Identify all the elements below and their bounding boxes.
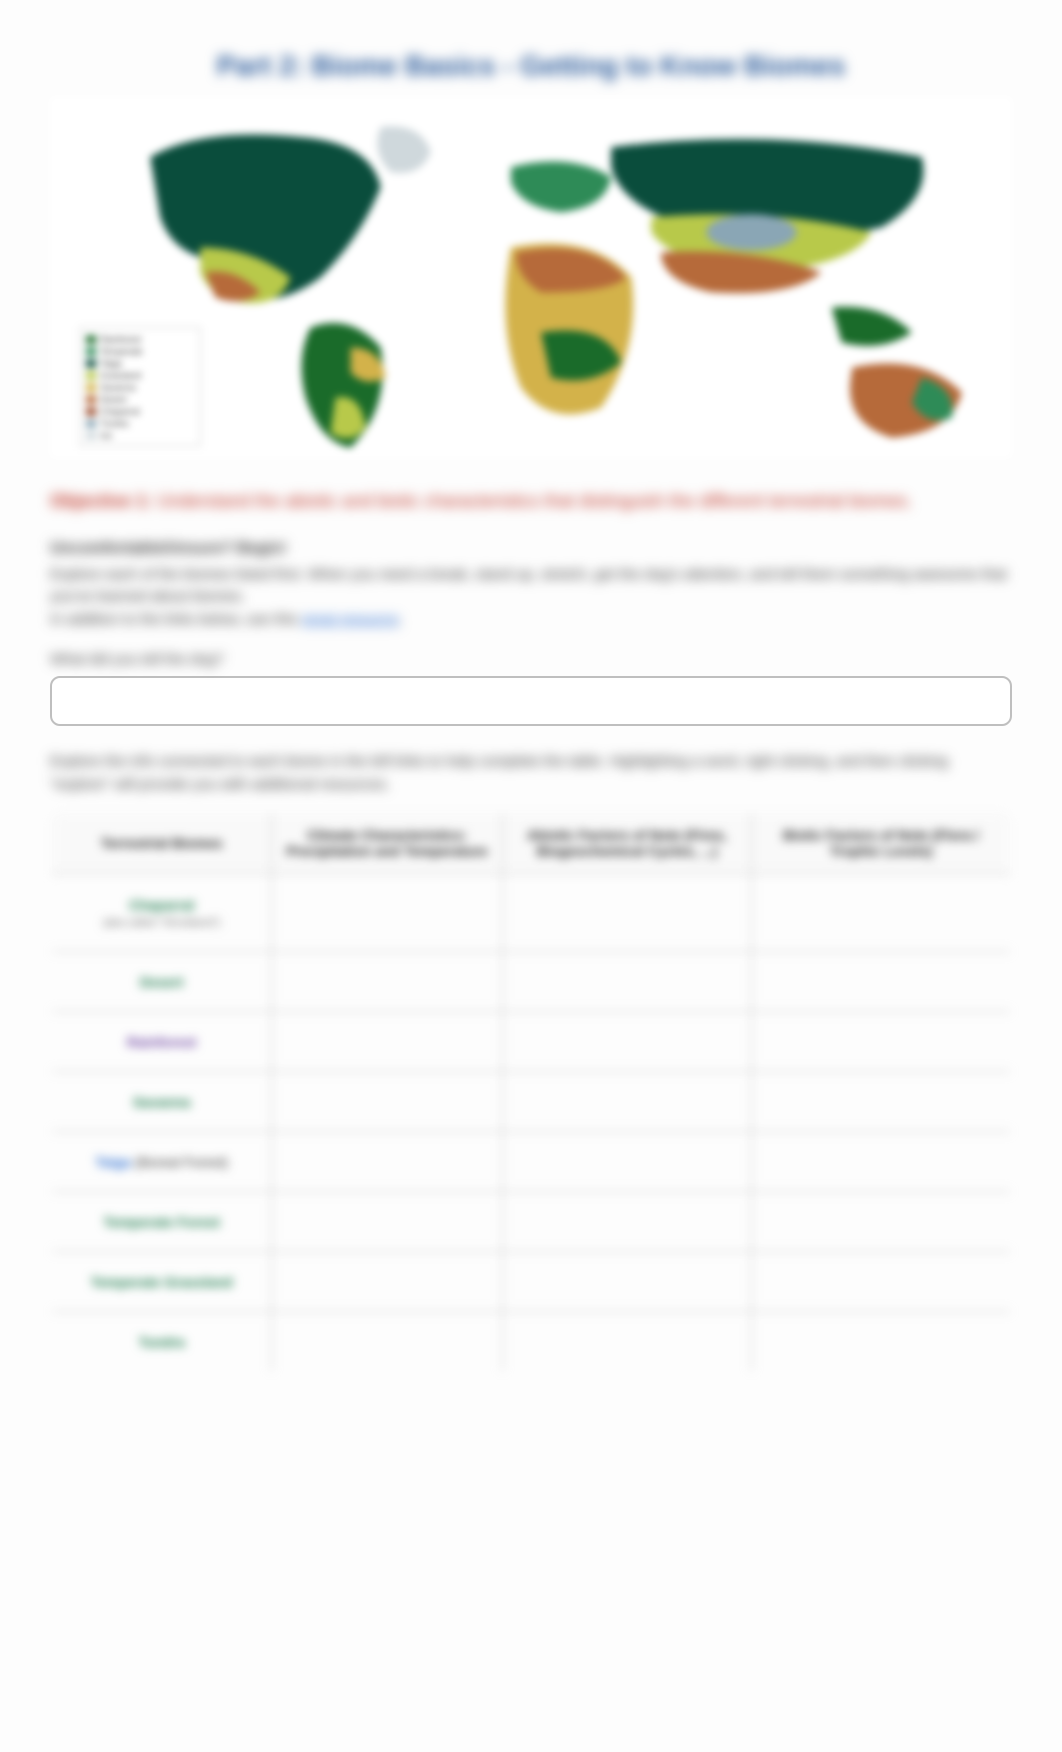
biome-label-suffix: (Boreal Forest) [131,1154,228,1170]
prompt-label: What did you tell the dog? [50,651,1012,668]
abiotic-cell[interactable] [502,1252,752,1312]
biome-name-cell: Temperate Grassland [51,1252,272,1312]
svg-text:Ice: Ice [100,431,112,441]
biome-name-cell: Taiga (Boreal Forest) [51,1132,272,1192]
climate-cell[interactable] [272,1312,502,1372]
climate-cell[interactable] [272,1192,502,1252]
biome-name-cell: Savanna [51,1072,272,1132]
instructions-block: Explore each of the biomes listed first.… [50,564,1012,632]
biome-link[interactable]: Desert [140,974,184,990]
biome-link[interactable]: Tundra [138,1334,184,1350]
table-row: Temperate Forest [51,1192,1011,1252]
biome-name-cell: Temperate Forest [51,1192,272,1252]
world-map-svg: Rainforest Temperate Taiga Grassland Sav… [50,97,1012,458]
climate-cell[interactable] [272,874,502,952]
svg-text:Tundra: Tundra [100,419,128,429]
objective-text: Understand the abiotic and biotic charac… [157,491,912,511]
table-row: Taiga (Boreal Forest) [51,1132,1011,1192]
answer-input[interactable] [50,676,1012,726]
biome-link[interactable]: Rainforest [127,1034,196,1050]
climate-cell[interactable] [272,1072,502,1132]
biotic-cell[interactable] [752,1012,1011,1072]
abiotic-cell[interactable] [502,874,752,952]
col-header-biotic: Biotic Factors of Note (Flora / Trophic … [752,812,1011,874]
biome-world-map: Rainforest Temperate Taiga Grassland Sav… [50,97,1012,458]
biome-name-cell: Tundra [51,1312,272,1372]
col-header-climate: Climate Characteristics: Precipitation a… [272,812,502,874]
objective-label: Objective 1: [50,491,152,511]
biome-link[interactable]: Taiga [95,1154,131,1170]
abiotic-cell[interactable] [502,1072,752,1132]
instructions-line1: Explore each of the biomes listed first.… [50,566,1007,606]
biotic-cell[interactable] [752,1192,1011,1252]
abiotic-cell[interactable] [502,1312,752,1372]
table-intro: Explore the info connected to each biome… [50,751,1012,796]
biome-name-cell: Chaparral (aka called "Shrubland") [51,874,272,952]
climate-cell[interactable] [272,1132,502,1192]
climate-cell[interactable] [272,1252,502,1312]
biome-name-cell: Desert [51,952,272,1012]
biome-link[interactable]: Savanna [133,1094,191,1110]
table-row: Desert [51,952,1011,1012]
table-row: Chaparral (aka called "Shrubland") [51,874,1011,952]
table-row: Savanna [51,1072,1011,1132]
resource-link[interactable]: great resource [302,611,399,628]
table-header-row: Terrestrial Biomes Climate Characteristi… [51,812,1011,874]
climate-cell[interactable] [272,1012,502,1072]
objective-paragraph: Objective 1: Understand the abiotic and … [50,488,1012,515]
svg-text:Desert: Desert [100,395,127,405]
biome-table: Terrestrial Biomes Climate Characteristi… [50,811,1012,1373]
page-title: Part 2: Biome Basics - Getting to Know B… [50,50,1012,82]
svg-text:Savanna: Savanna [100,383,136,393]
biome-link[interactable]: Temperate Grassland [91,1274,233,1290]
table-row: Tundra [51,1312,1011,1372]
abiotic-cell[interactable] [502,952,752,1012]
svg-text:Taiga: Taiga [100,359,122,369]
svg-text:Rainforest: Rainforest [100,335,142,345]
col-header-abiotic: Abiotic Factors of Note (Fires, Biogeoch… [502,812,752,874]
biome-row-note: (aka called "Shrubland") [60,917,263,929]
table-row: Rainforest [51,1012,1011,1072]
svg-text:Grassland: Grassland [100,371,141,381]
abiotic-cell[interactable] [502,1192,752,1252]
biome-link[interactable]: Chaparral [129,897,194,913]
table-row: Temperate Grassland [51,1252,1011,1312]
biotic-cell[interactable] [752,1252,1011,1312]
biotic-cell[interactable] [752,1312,1011,1372]
col-header-biome: Terrestrial Biomes [51,812,272,874]
question-heading: Uncomfortable/Unsure? Begin! [50,540,1012,558]
biotic-cell[interactable] [752,874,1011,952]
climate-cell[interactable] [272,952,502,1012]
biotic-cell[interactable] [752,952,1011,1012]
biome-link[interactable]: Temperate Forest [103,1214,219,1230]
biome-name-cell: Rainforest [51,1012,272,1072]
svg-text:Chaparral: Chaparral [100,407,140,417]
biotic-cell[interactable] [752,1072,1011,1132]
abiotic-cell[interactable] [502,1132,752,1192]
abiotic-cell[interactable] [502,1012,752,1072]
svg-text:Temperate: Temperate [100,347,143,357]
instructions-line2-prefix: In addition to the links below, use this [50,611,302,628]
biotic-cell[interactable] [752,1132,1011,1192]
